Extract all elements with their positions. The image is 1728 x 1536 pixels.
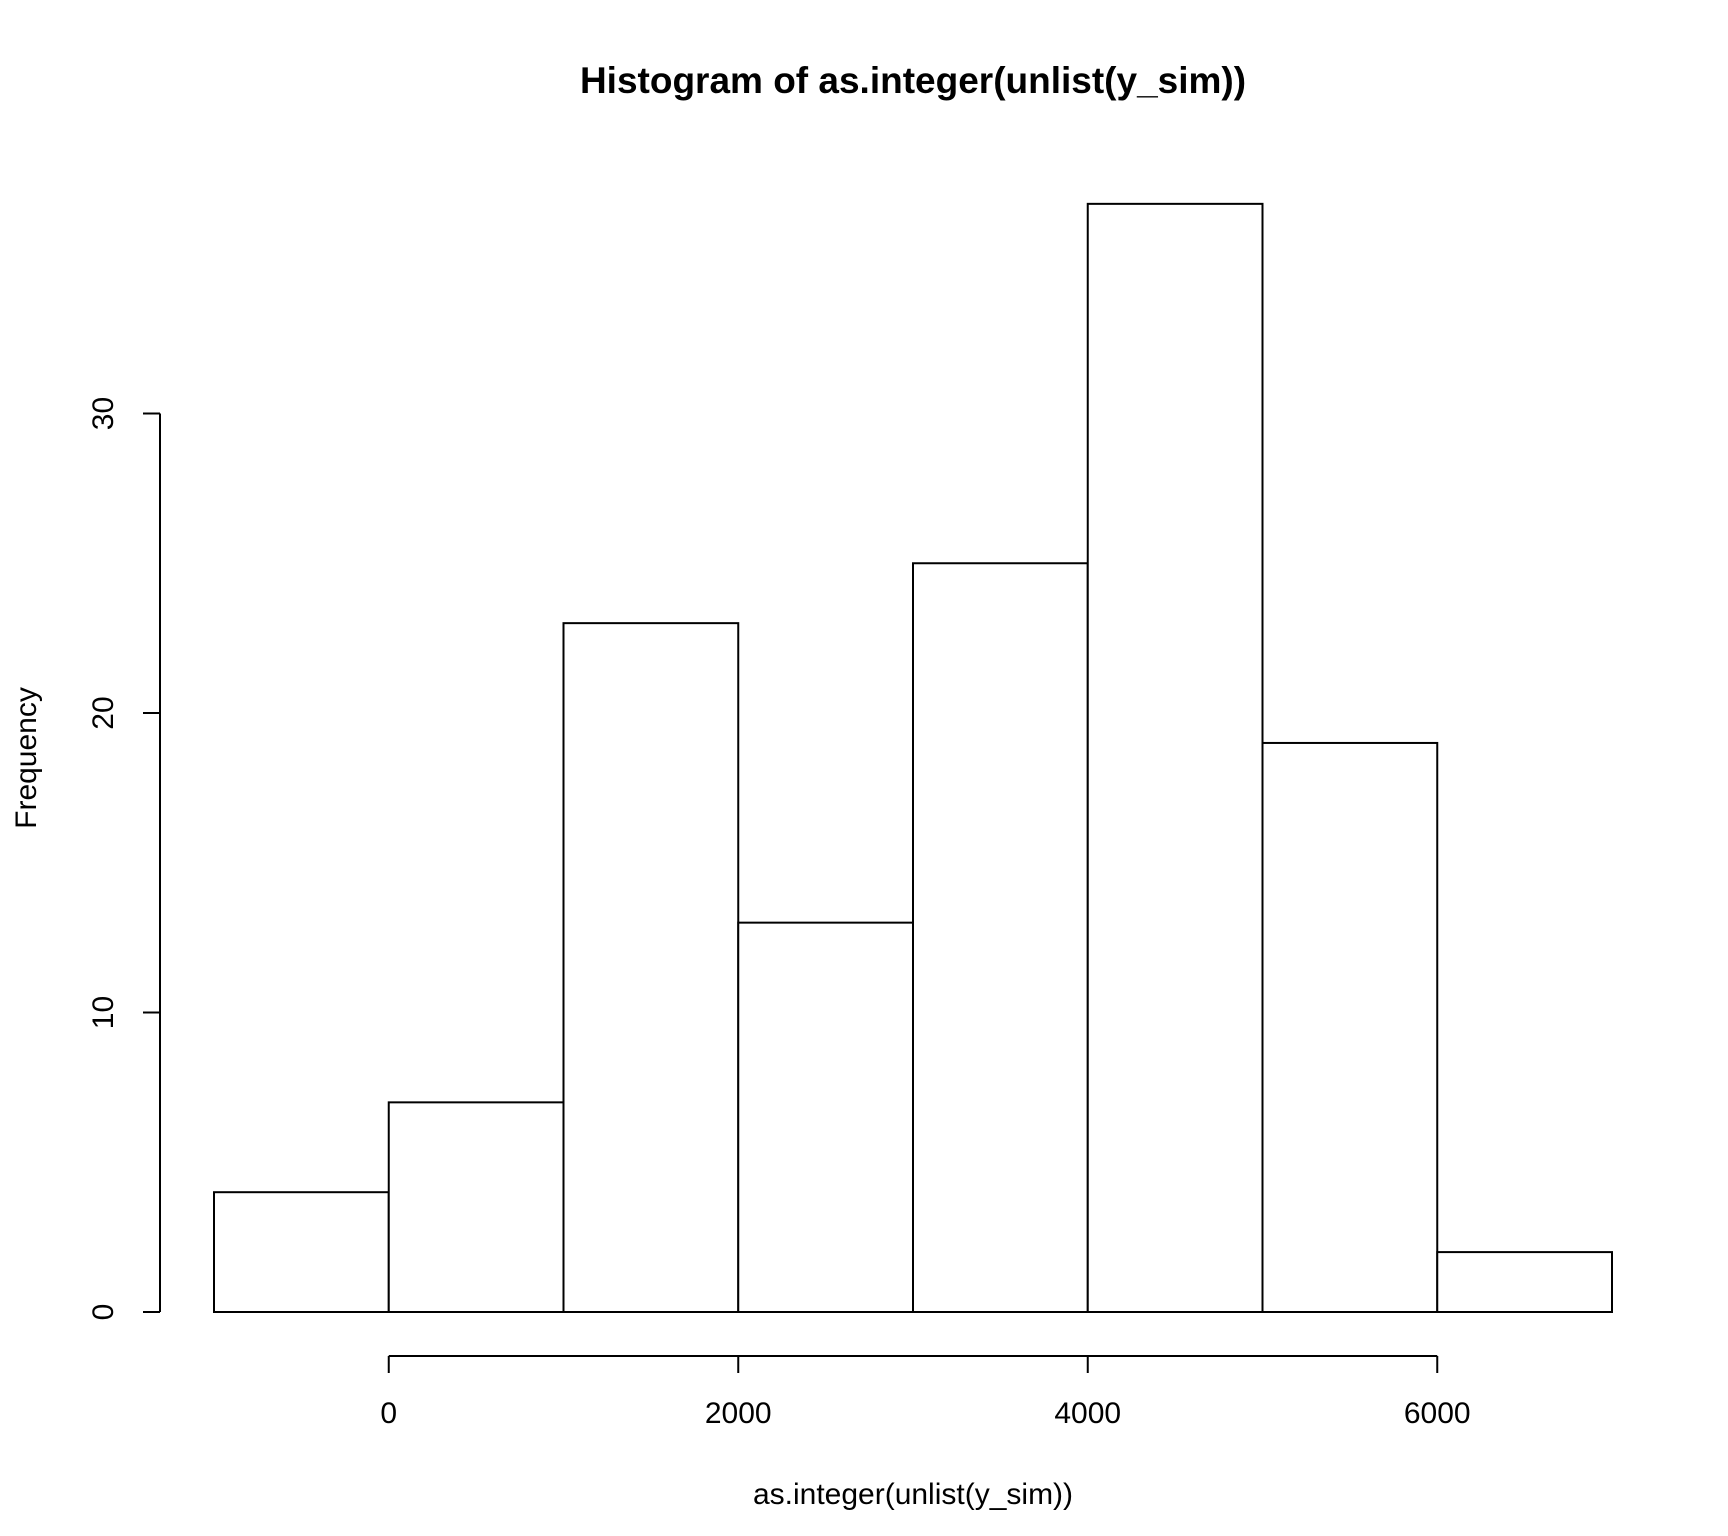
histogram-bar-5 (1086, 202, 1264, 1314)
histogram-bar-3 (737, 921, 914, 1314)
x-axis-label: as.integer(unlist(y_sim)) (753, 1478, 1073, 1511)
histogram-bar-1 (387, 1101, 565, 1313)
histogram-bar-0 (213, 1191, 390, 1313)
y-axis-label: Frequency (10, 687, 43, 829)
histogram-bar-2 (562, 622, 740, 1313)
x-ticks-group: 0 2000 4000 6000 (380, 1356, 1471, 1430)
x-tick-label-2: 4000 (1054, 1397, 1121, 1430)
x-tick-label-1: 2000 (705, 1397, 772, 1430)
histogram-bar-7 (1436, 1251, 1613, 1313)
histogram-bar-4 (912, 562, 1089, 1313)
y-tick-label-2: 20 (87, 696, 120, 729)
y-tick-label-1: 10 (87, 996, 120, 1029)
bars-group (213, 202, 1613, 1314)
y-tick-label-3: 30 (87, 397, 120, 430)
y-ticks-group: 0 10 20 30 (87, 397, 160, 1321)
x-tick-label-3: 6000 (1404, 1397, 1471, 1430)
histogram-bar-6 (1261, 741, 1439, 1313)
chart-title: Histogram of as.integer(unlist(y_sim)) (580, 60, 1246, 101)
x-tick-label-0: 0 (380, 1397, 397, 1430)
y-tick-label-0: 0 (87, 1304, 120, 1321)
